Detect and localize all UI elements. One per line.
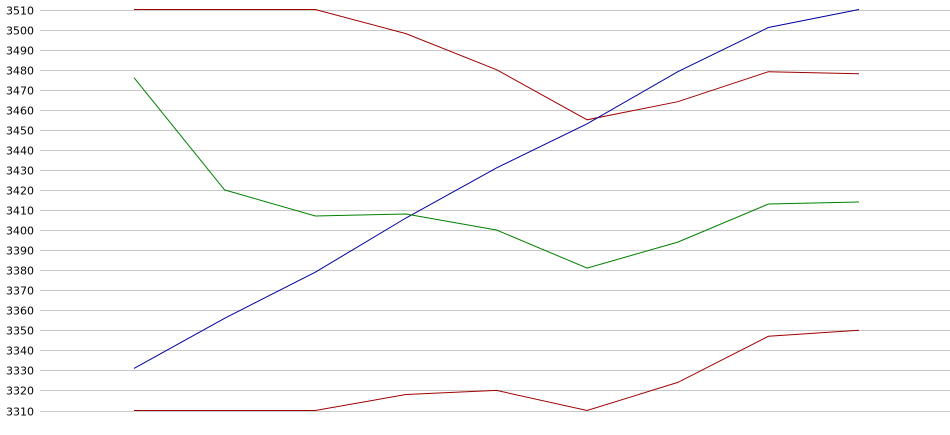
series-group xyxy=(133,9,860,412)
y-tick-label: 3310 xyxy=(6,406,34,419)
y-tick-label: 3340 xyxy=(6,345,34,358)
series-line-3 xyxy=(133,77,860,269)
y-tick-label: 3430 xyxy=(6,165,34,178)
y-tick-label: 3330 xyxy=(6,365,34,378)
y-tick-label: 3460 xyxy=(6,105,34,118)
y-tick-label: 3350 xyxy=(6,325,34,338)
y-tick-label: 3480 xyxy=(6,65,34,78)
grid xyxy=(40,10,950,412)
y-tick-label: 3360 xyxy=(6,305,34,318)
series-line-1 xyxy=(134,9,860,121)
y-tick-label: 3500 xyxy=(6,25,34,38)
y-tick-label: 3380 xyxy=(6,265,34,278)
y-tick-label: 3390 xyxy=(6,245,34,258)
y-tick-label: 3510 xyxy=(6,5,34,18)
y-tick-label: 3490 xyxy=(6,45,34,58)
y-tick-label: 3450 xyxy=(6,125,34,138)
y-tick-label: 3400 xyxy=(6,225,34,238)
y-tick-label: 3440 xyxy=(6,145,34,158)
y-tick-label: 3410 xyxy=(6,205,34,218)
y-tick-label: 3420 xyxy=(6,185,34,198)
series-line-4 xyxy=(134,329,860,412)
series-line-2 xyxy=(133,9,860,369)
y-tick-label: 3470 xyxy=(6,85,34,98)
y-tick-label: 3370 xyxy=(6,285,34,298)
y-axis-ticks: 3310 3320 3330 3340 3350 3360 3370 3380 3390 3400… xyxy=(6,5,34,419)
y-tick-label: 3320 xyxy=(6,385,34,398)
